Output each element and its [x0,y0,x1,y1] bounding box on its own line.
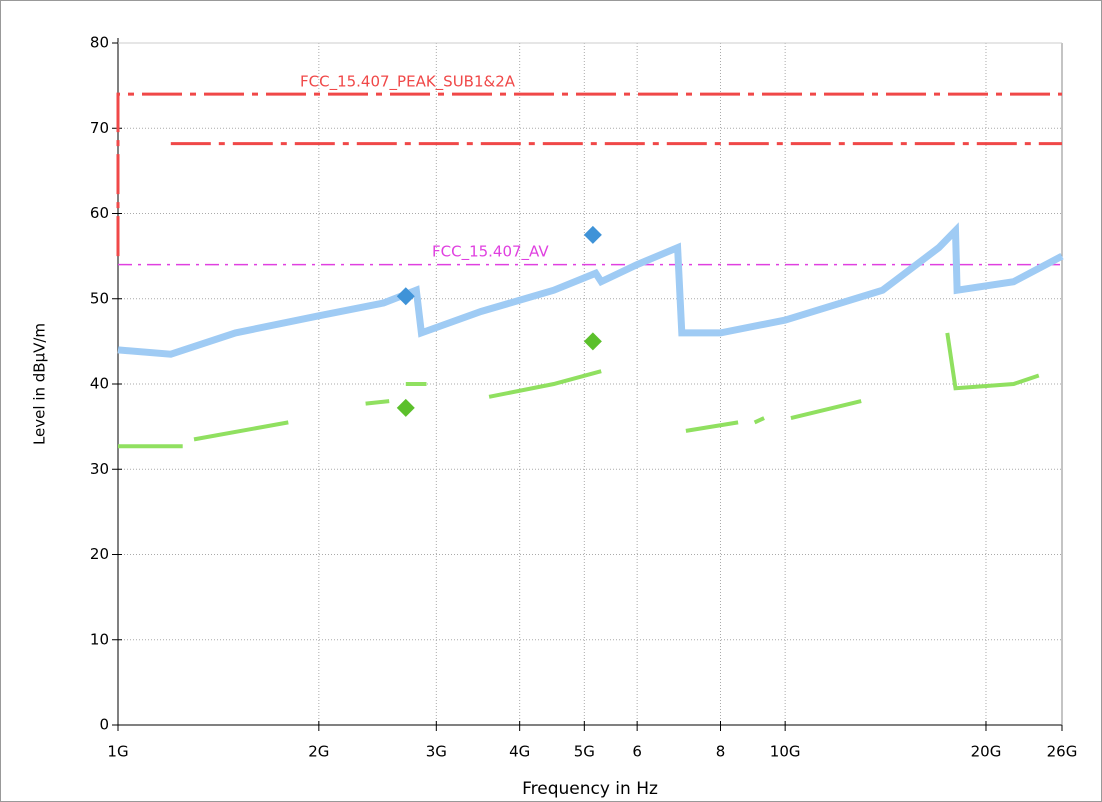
peak-marker [396,287,415,306]
plot-area: 0 10 20 30 40 50 60 70 80 1G 2G 3G 4G 5G 6 8 10G 20G 26G [90,34,1077,761]
y-tick-label: 40 [90,375,109,393]
x-tick-label: 3G [426,743,447,761]
limit-label: FCC_15.407_PEAK_SUB1&2A [300,73,516,92]
x-axis-label: Frequency in Hz [522,779,658,799]
y-tick-label: 50 [90,289,109,307]
y-tick-label: 0 [99,716,109,734]
peak-marker [396,398,415,417]
x-tick-label: 2G [308,743,329,761]
limit-line [116,92,1062,257]
y-tick-label: 70 [90,119,109,137]
x-tick-label: 6 [632,743,642,761]
x-tick-label: 4G [509,743,530,761]
limit-label: FCC_15.407_AV [432,243,549,262]
y-tick-label: 10 [90,630,109,648]
trace [117,222,1064,358]
trace [118,332,1040,449]
x-tick-label: 26G [1047,743,1078,761]
x-tick-label: 1G [107,743,128,761]
y-tick-label: 60 [90,204,109,222]
y-tick-label: 30 [90,460,109,478]
y-axis-label: Level in dBµV/m [31,323,49,445]
x-tick-label: 8 [716,743,726,761]
peak-marker [583,332,602,351]
x-tick-label: 10G [770,743,801,761]
peak-marker [583,225,602,244]
y-tick-label: 80 [90,34,109,52]
x-tick-label: 20G [971,743,1002,761]
y-tick-label: 20 [90,545,109,563]
x-tick-label: 5G [574,743,595,761]
